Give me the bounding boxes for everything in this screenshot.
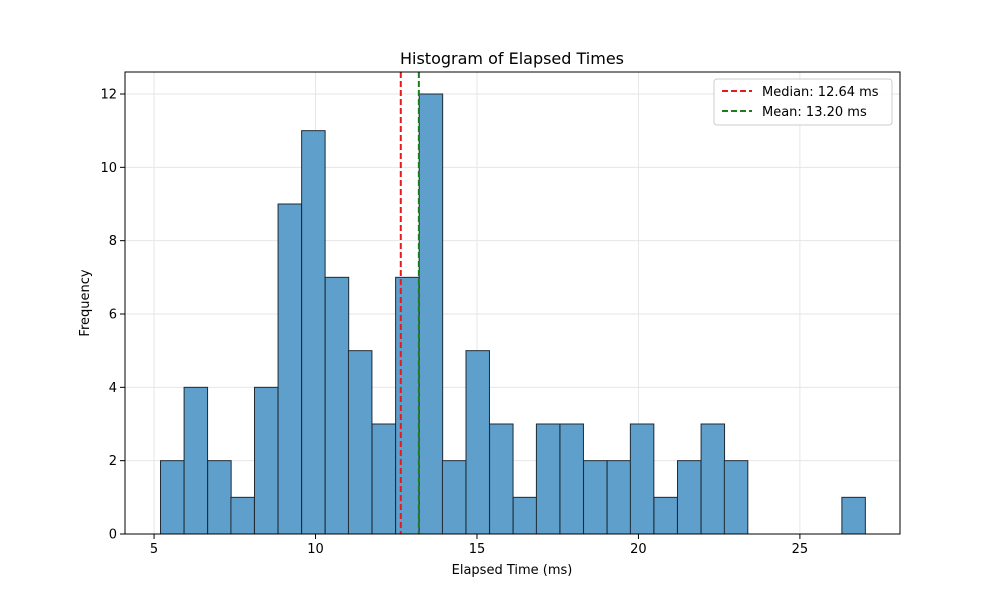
histogram-bar: [653, 496, 678, 535]
legend-box: [713, 78, 893, 126]
histogram-bar: [606, 460, 632, 535]
y-tick-label: 0: [109, 528, 117, 543]
x-axis-ticks: 5 10 15 20 25: [150, 534, 808, 557]
legend: Median: 12.64 ms Mean: 13.20 ms: [713, 78, 893, 126]
histogram-bar: [183, 386, 209, 535]
legend-median-label: Median: 12.64 ms: [762, 85, 879, 100]
x-tick-label: 10: [307, 542, 324, 557]
histogram-bar: [700, 423, 726, 535]
bars-layer: [160, 93, 866, 535]
histogram-bar: [395, 276, 420, 535]
histogram-bar: [583, 460, 608, 535]
x-tick-label: 25: [792, 542, 809, 557]
histogram-bar: [347, 350, 373, 535]
histogram-bar: [512, 496, 538, 535]
histogram-bar: [629, 423, 655, 535]
histogram-bar: [559, 423, 584, 535]
histogram-bar: [418, 93, 444, 535]
histogram-bar: [677, 460, 702, 535]
histogram-bar: [441, 460, 467, 535]
y-tick-label: 10: [100, 161, 117, 176]
legend-mean-label: Mean: 13.20 ms: [762, 105, 867, 120]
x-axis-label: Elapsed Time (ms): [452, 563, 573, 578]
histogram-bar: [207, 460, 232, 535]
histogram-bar: [489, 423, 514, 535]
histogram-bar: [253, 386, 279, 535]
histogram-bar: [160, 460, 185, 535]
y-tick-label: 8: [109, 234, 117, 249]
y-tick-label: 2: [109, 454, 117, 469]
reference-lines-layer: [399, 72, 420, 534]
chart-title: Histogram of Elapsed Times: [400, 49, 624, 68]
y-tick-label: 4: [109, 381, 117, 396]
histogram-bar: [301, 130, 326, 535]
histogram-bar: [277, 203, 303, 535]
histogram-bar: [465, 350, 490, 535]
x-tick-label: 15: [469, 542, 486, 557]
x-tick-label: 20: [630, 542, 647, 557]
y-axis-label: Frequency: [78, 269, 93, 336]
histogram-bar: [723, 460, 749, 535]
plot-frame: [124, 71, 901, 535]
histogram-bar: [324, 276, 350, 535]
histogram-bar: [535, 423, 561, 535]
histogram-bar: [371, 423, 397, 535]
x-tick-label: 5: [150, 542, 158, 557]
histogram-bar: [230, 496, 255, 535]
y-tick-label: 12: [100, 88, 117, 103]
y-tick-label: 6: [109, 308, 117, 323]
histogram-bar: [841, 496, 866, 535]
y-axis-ticks: 0 2 4 6 8 10 12: [100, 88, 125, 543]
